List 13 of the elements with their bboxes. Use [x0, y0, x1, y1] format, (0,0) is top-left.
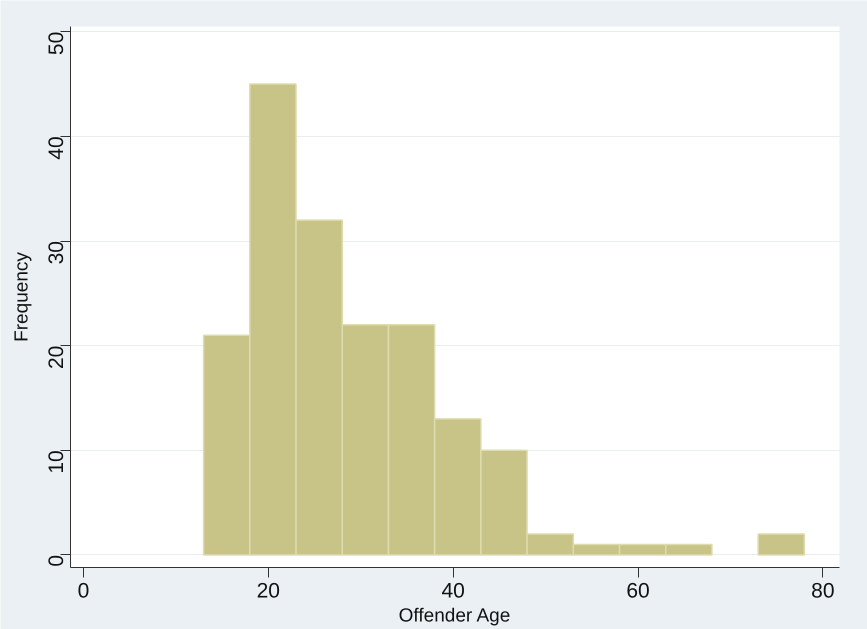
x-tick-label: 20 — [256, 580, 280, 602]
y-tick-label: 0 — [45, 554, 68, 567]
x-tick-label: 40 — [441, 580, 465, 602]
x-tick-label: 80 — [811, 580, 835, 602]
y-tick-label: 40 — [45, 136, 68, 160]
y-tick-label: 30 — [45, 241, 68, 264]
y-tick-label: 50 — [45, 32, 68, 56]
x-tick-label: 0 — [78, 580, 90, 602]
x-tick-label: 60 — [626, 580, 650, 602]
y-axis-title: Frequency — [12, 252, 32, 342]
x-axis-title: Offender Age — [398, 606, 510, 626]
y-tick-label: 10 — [45, 450, 68, 474]
y-tick-label: 20 — [45, 346, 68, 370]
